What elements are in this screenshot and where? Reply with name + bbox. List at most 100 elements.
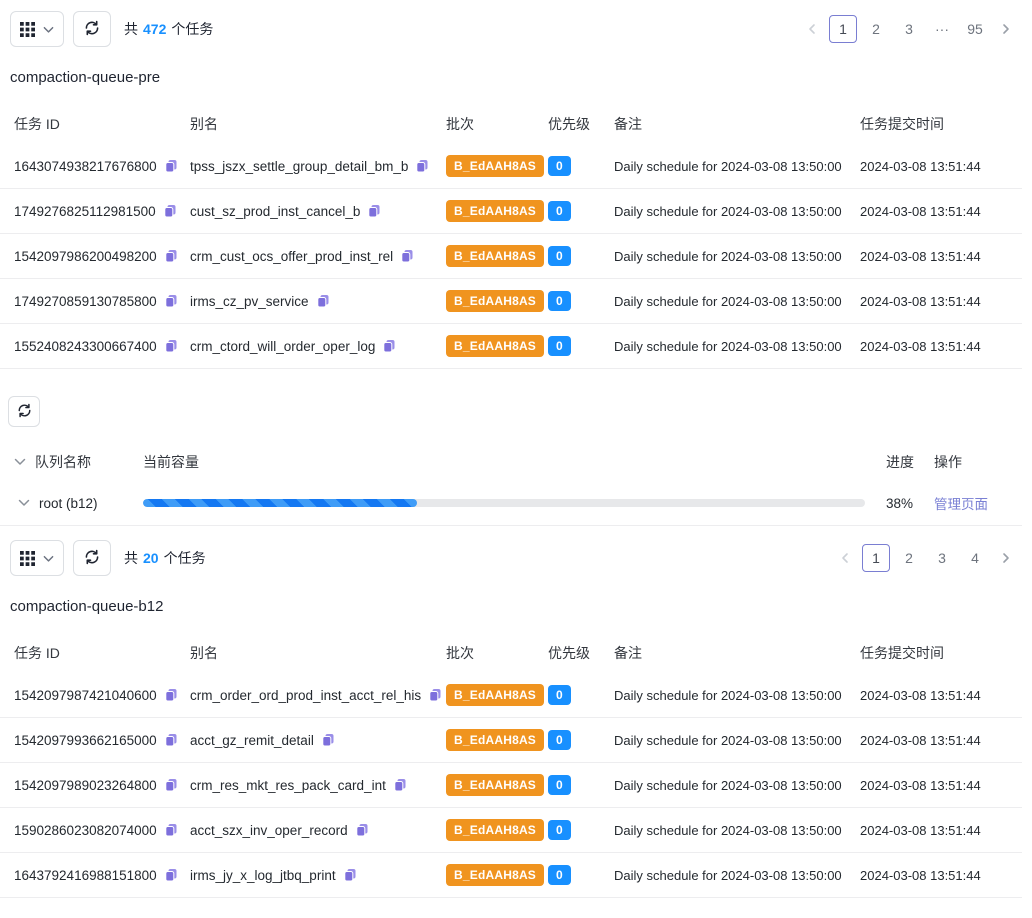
manage-page-link[interactable]: 管理页面 xyxy=(934,497,988,512)
progress-bar xyxy=(143,499,865,507)
collapse-chevron-icon[interactable] xyxy=(14,458,26,466)
page-button-3[interactable]: 3 xyxy=(938,550,946,566)
task-id: 1542097986200498200 xyxy=(14,248,157,264)
copy-icon[interactable] xyxy=(164,294,178,308)
section-title-pre: compaction-queue-pre xyxy=(10,69,161,86)
batch-badge: B_EdAAH8AS xyxy=(446,200,545,222)
col-action: 操作 xyxy=(934,454,962,470)
task-submit-time: 2024-03-08 13:51:44 xyxy=(860,158,981,174)
pagination-top: 1 2 3 ··· 95 xyxy=(800,15,1018,43)
task-submit-time: 2024-03-08 13:51:44 xyxy=(860,687,981,703)
copy-icon[interactable] xyxy=(164,249,178,263)
task-remark: Daily schedule for 2024-03-08 13:50:00 xyxy=(614,822,842,838)
task-submit-time: 2024-03-08 13:51:44 xyxy=(860,248,981,264)
task-count-top: 共 472 个任务 xyxy=(124,19,213,39)
table-row: 1542097989023264800 crm_res_mkt_res_pack… xyxy=(0,763,1022,808)
chevron-down-icon xyxy=(43,551,54,566)
task-submit-time: 2024-03-08 13:51:44 xyxy=(860,203,981,219)
grid-icon xyxy=(20,550,35,566)
copy-icon[interactable] xyxy=(343,868,357,882)
copy-icon[interactable] xyxy=(393,778,407,792)
task-id: 1542097989023264800 xyxy=(14,777,157,793)
copy-icon[interactable] xyxy=(164,823,178,837)
queue-header: 队列名称 当前容量 进度 操作 xyxy=(0,443,1022,481)
col-remark: 备注 xyxy=(614,116,642,132)
page-button-4[interactable]: 4 xyxy=(971,550,979,566)
priority-badge: 0 xyxy=(548,156,571,176)
task-alias: crm_order_ord_prod_inst_acct_rel_his xyxy=(190,687,422,703)
task-remark: Daily schedule for 2024-03-08 13:50:00 xyxy=(614,777,842,793)
copy-icon[interactable] xyxy=(164,868,178,882)
task-alias: acct_gz_remit_detail xyxy=(190,732,314,748)
priority-badge: 0 xyxy=(548,336,571,356)
copy-icon[interactable] xyxy=(164,778,178,792)
prev-page-icon[interactable] xyxy=(833,544,857,572)
page-button-95[interactable]: 95 xyxy=(967,21,983,37)
prev-page-icon[interactable] xyxy=(800,15,824,43)
col-alias: 别名 xyxy=(190,116,218,132)
queue-refresh-button[interactable] xyxy=(8,396,40,427)
page-button-3[interactable]: 3 xyxy=(905,21,913,37)
table-row: 1643074938217676800 tpss_jszx_settle_gro… xyxy=(0,144,1022,189)
task-id: 1643074938217676800 xyxy=(14,158,157,174)
batch-badge: B_EdAAH8AS xyxy=(446,774,545,796)
col-task-id: 任务 ID xyxy=(14,116,60,132)
copy-icon[interactable] xyxy=(415,159,429,173)
copy-icon[interactable] xyxy=(400,249,414,263)
copy-icon[interactable] xyxy=(164,159,178,173)
page-button-1[interactable]: 1 xyxy=(862,544,890,572)
copy-icon[interactable] xyxy=(164,688,178,702)
page-button-2[interactable]: 2 xyxy=(905,550,913,566)
task-submit-time: 2024-03-08 13:51:44 xyxy=(860,867,981,883)
toolbar-bottom: 共 20 个任务 1 2 3 4 xyxy=(0,526,1032,576)
task-alias: irms_cz_pv_service xyxy=(190,293,309,309)
task-remark: Daily schedule for 2024-03-08 13:50:00 xyxy=(614,203,842,219)
priority-badge: 0 xyxy=(548,865,571,885)
task-id: 1542097993662165000 xyxy=(14,732,157,748)
col-submit-time: 任务提交时间 xyxy=(860,116,944,132)
layout-grid-dropdown-button[interactable] xyxy=(10,11,64,47)
task-alias: acct_szx_inv_oper_record xyxy=(190,822,348,838)
queue-name: root (b12) xyxy=(39,495,98,511)
refresh-button[interactable] xyxy=(73,11,111,47)
count-prefix: 共 xyxy=(124,550,138,566)
next-page-icon[interactable] xyxy=(994,544,1018,572)
page-button-1[interactable]: 1 xyxy=(829,15,857,43)
chevron-down-icon xyxy=(43,22,54,37)
task-submit-time: 2024-03-08 13:51:44 xyxy=(860,293,981,309)
task-alias: crm_cust_ocs_offer_prod_inst_rel xyxy=(190,248,394,264)
page-button-2[interactable]: 2 xyxy=(872,21,880,37)
expand-chevron-icon[interactable] xyxy=(18,499,30,507)
copy-icon[interactable] xyxy=(164,733,178,747)
batch-badge: B_EdAAH8AS xyxy=(446,155,545,177)
refresh-icon xyxy=(17,403,32,421)
section-title-b12: compaction-queue-b12 xyxy=(10,598,164,615)
task-remark: Daily schedule for 2024-03-08 13:50:00 xyxy=(614,687,842,703)
task-remark: Daily schedule for 2024-03-08 13:50:00 xyxy=(614,867,842,883)
refresh-button[interactable] xyxy=(73,540,111,576)
copy-icon[interactable] xyxy=(367,204,381,218)
table-row: 1749276825112981500 cust_sz_prod_inst_ca… xyxy=(0,189,1022,234)
page-ellipsis[interactable]: ··· xyxy=(935,21,949,37)
task-remark: Daily schedule for 2024-03-08 13:50:00 xyxy=(614,158,842,174)
copy-icon[interactable] xyxy=(163,204,177,218)
copy-icon[interactable] xyxy=(321,733,335,747)
copy-icon[interactable] xyxy=(316,294,330,308)
count-suffix: 个任务 xyxy=(171,21,214,37)
layout-grid-dropdown-button[interactable] xyxy=(10,540,64,576)
table-row: 1590286023082074000 acct_szx_inv_oper_re… xyxy=(0,808,1022,853)
copy-icon[interactable] xyxy=(382,339,396,353)
task-id: 1749276825112981500 xyxy=(14,203,156,219)
priority-badge: 0 xyxy=(548,730,571,750)
table-row: 1552408243300667400 crm_ctord_will_order… xyxy=(0,324,1022,369)
batch-badge: B_EdAAH8AS xyxy=(446,684,545,706)
next-page-icon[interactable] xyxy=(994,15,1018,43)
priority-badge: 0 xyxy=(548,291,571,311)
table-header: 任务 ID 别名 批次 优先级 备注 任务提交时间 xyxy=(0,633,1022,673)
copy-icon[interactable] xyxy=(164,339,178,353)
task-remark: Daily schedule for 2024-03-08 13:50:00 xyxy=(614,732,842,748)
copy-icon[interactable] xyxy=(428,688,442,702)
priority-badge: 0 xyxy=(548,201,571,221)
task-submit-time: 2024-03-08 13:51:44 xyxy=(860,822,981,838)
copy-icon[interactable] xyxy=(355,823,369,837)
